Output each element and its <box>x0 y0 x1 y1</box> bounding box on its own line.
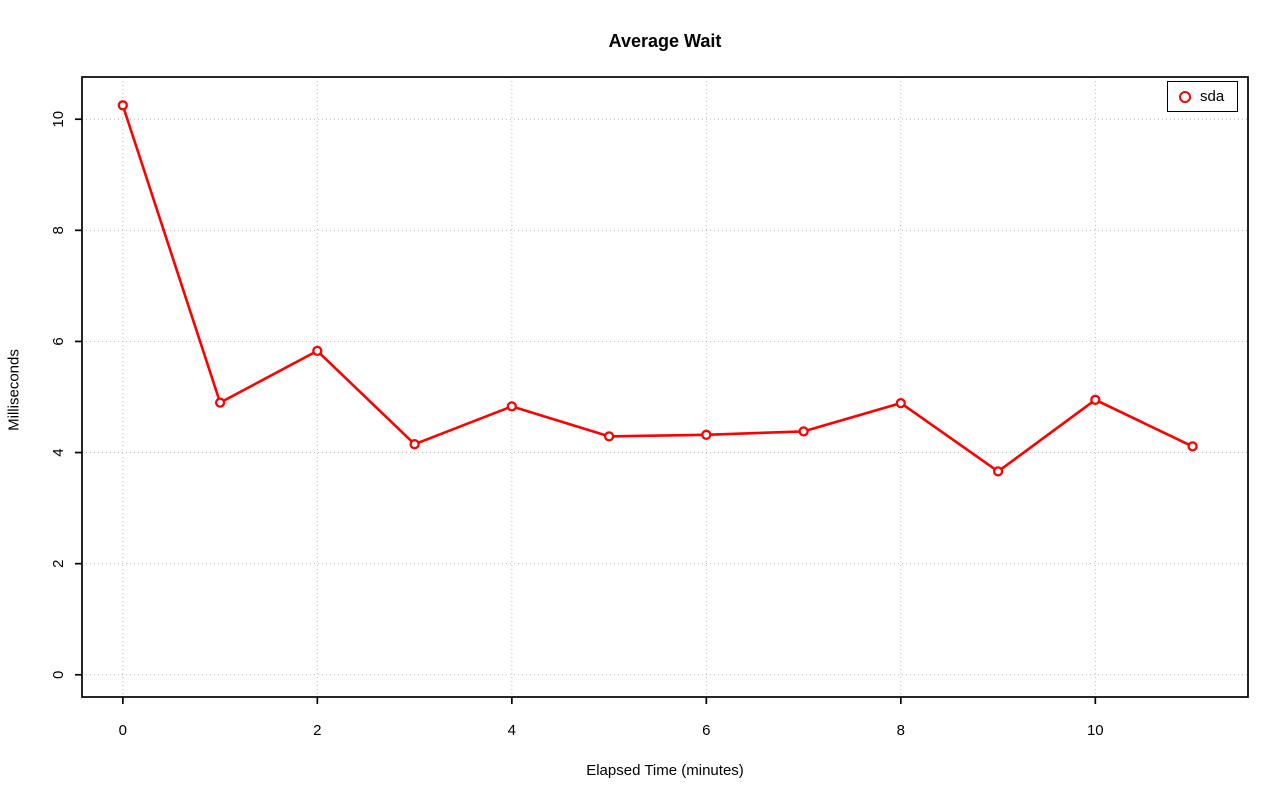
gridlines <box>82 77 1248 697</box>
axis-ticks <box>75 118 1097 704</box>
svg-text:10: 10 <box>50 111 67 128</box>
legend-series-label: sda <box>1200 88 1225 105</box>
y-axis-label: Milliseconds <box>5 349 23 431</box>
x-tick-labels: 0 2 4 6 8 10 <box>119 722 1104 739</box>
chart-title: Average Wait <box>608 31 722 51</box>
svg-text:8: 8 <box>897 722 905 739</box>
legend-open-circle-icon <box>1179 90 1191 103</box>
svg-text:6: 6 <box>50 337 67 345</box>
svg-text:10: 10 <box>1087 722 1104 739</box>
svg-text:0: 0 <box>119 722 127 739</box>
series-line-sda <box>121 104 1194 473</box>
series-markers-sda <box>117 100 1198 477</box>
svg-text:0: 0 <box>50 671 67 679</box>
legend: sda <box>1167 81 1239 112</box>
svg-text:4: 4 <box>50 448 67 456</box>
svg-text:2: 2 <box>50 559 67 567</box>
x-axis-label: Elapsed Time (minutes) <box>586 762 744 779</box>
svg-text:4: 4 <box>508 722 516 739</box>
svg-text:2: 2 <box>313 722 321 739</box>
plot-border <box>81 76 1249 698</box>
y-tick-labels: 0 2 4 6 8 10 <box>50 111 67 679</box>
svg-text:6: 6 <box>702 722 710 739</box>
svg-text:8: 8 <box>50 226 67 234</box>
